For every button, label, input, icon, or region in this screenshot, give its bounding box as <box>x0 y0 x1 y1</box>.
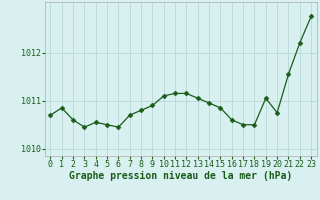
X-axis label: Graphe pression niveau de la mer (hPa): Graphe pression niveau de la mer (hPa) <box>69 171 292 181</box>
